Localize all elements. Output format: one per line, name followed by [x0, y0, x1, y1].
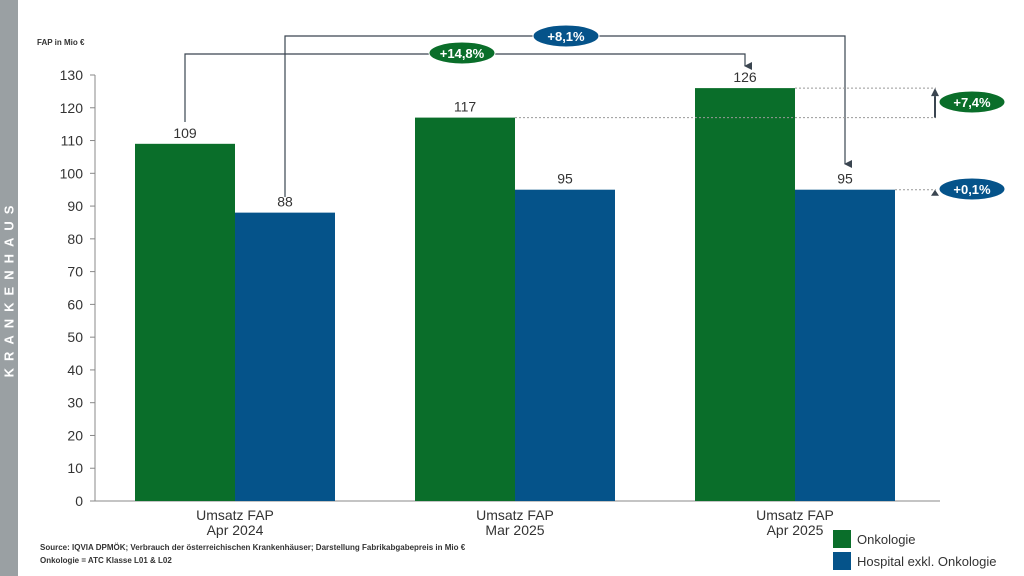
data-label: 126	[733, 69, 757, 85]
hosp-mom-badge	[938, 177, 1006, 201]
bar-hospital	[795, 189, 895, 501]
y-tick-label: 0	[75, 493, 83, 509]
y-tick-label: 110	[61, 133, 84, 149]
data-label: 95	[557, 171, 573, 187]
bar-hospital	[515, 189, 615, 501]
y-tick-label: 30	[67, 395, 83, 411]
x-tick-label: Mar 2025	[485, 522, 544, 538]
bar-onkologie	[135, 143, 235, 502]
y-tick-label: 130	[60, 67, 84, 83]
y-tick-label: 10	[67, 460, 83, 476]
data-label: 95	[837, 171, 853, 187]
data-label: 109	[173, 125, 197, 141]
x-tick-label: Umsatz FAP	[756, 507, 834, 523]
y-tick-label: 70	[67, 264, 83, 280]
y-tick-label: 20	[67, 427, 83, 443]
legend-item-onkologie: Onkologie	[833, 530, 916, 548]
onko-yoy-badge	[428, 41, 496, 65]
y-tick-label: 60	[67, 296, 83, 312]
hosp-yoy-badge	[532, 24, 600, 48]
x-tick-label: Apr 2025	[767, 522, 824, 538]
legend-label: Hospital exkl. Onkologie	[857, 553, 997, 569]
y-axis-label: FAP in Mio €	[37, 38, 85, 47]
side-bar: KRANKENHAUS	[0, 0, 18, 576]
x-tick-label: Umsatz FAP	[196, 507, 274, 523]
data-label: 117	[454, 99, 477, 115]
onko-yoy-label: +14,8%	[440, 46, 485, 61]
y-tick-label: 40	[67, 362, 83, 378]
y-tick-label: 50	[67, 329, 83, 345]
data-label: 88	[277, 194, 293, 210]
definition-note: Onkologie = ATC Klasse L01 & L02	[40, 556, 172, 565]
y-tick-label: 100	[60, 165, 84, 181]
legend-swatch	[833, 530, 851, 548]
y-tick-label: 80	[67, 231, 83, 247]
hosp-mom-label: +0,1%	[953, 182, 991, 197]
bar-hospital	[235, 212, 335, 501]
y-tick-label: 90	[67, 198, 83, 214]
x-tick-label: Umsatz FAP	[476, 507, 554, 523]
source-note: Source: IQVIA DPMÖK; Verbrauch der öster…	[40, 543, 466, 552]
arrow-head-icon	[931, 88, 939, 97]
legend-swatch	[833, 552, 851, 570]
onko-mom-label: +7,4%	[953, 95, 991, 110]
x-tick-label: Apr 2024	[207, 522, 264, 538]
bar-onkologie	[415, 117, 515, 501]
hosp-yoy-label: +8,1%	[547, 29, 585, 44]
onko-mom-badge	[938, 90, 1006, 114]
y-tick-label: 120	[60, 100, 84, 116]
legend-label: Onkologie	[857, 531, 916, 547]
arrow-head-icon	[931, 189, 939, 196]
bar-onkologie	[695, 88, 795, 501]
legend-item-hospital: Hospital exkl. Onkologie	[833, 552, 996, 570]
